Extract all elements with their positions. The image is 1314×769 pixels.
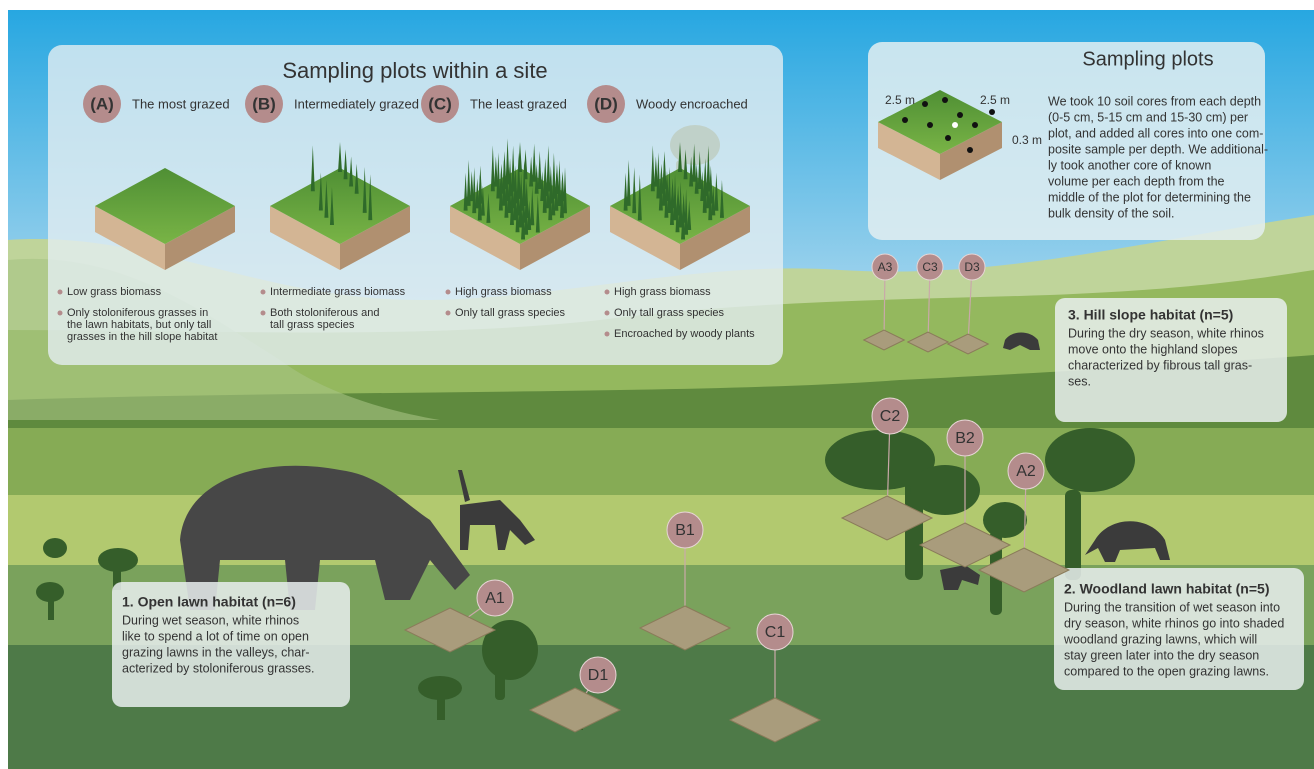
- description-line: like to spend a lot of time on open: [122, 629, 309, 643]
- plot-label: The most grazed: [132, 96, 230, 111]
- bullet: [261, 311, 266, 316]
- description-line: (0-5 cm, 5-15 cm and 15-30 cm) per: [1048, 110, 1248, 124]
- marker-label: D3: [964, 260, 980, 274]
- bullet: [605, 332, 610, 337]
- soil-core: [967, 147, 973, 153]
- dimension: 0.3 m: [1012, 133, 1042, 147]
- panel-title: Sampling plots within a site: [282, 58, 547, 83]
- note: Low grass biomass: [67, 286, 162, 298]
- description-line: dry season, white rhinos go into shaded: [1064, 616, 1284, 630]
- habitat-title: 3. Hill slope habitat (n=5): [1068, 307, 1233, 323]
- bullet: [446, 311, 451, 316]
- marker-label: A3: [878, 260, 893, 274]
- plot-label: The least grazed: [470, 96, 567, 111]
- marker-label: C2: [880, 408, 901, 425]
- marker-label: B1: [675, 522, 695, 539]
- soil-core: [945, 135, 951, 141]
- description-line: woodland grazing lawns, which will: [1063, 632, 1257, 646]
- letter: (D): [594, 94, 618, 113]
- note: the lawn habitats, but only tall: [67, 319, 211, 331]
- letter: (C): [428, 94, 452, 113]
- letter: (B): [252, 94, 276, 113]
- plot-label: Intermediately grazed: [294, 96, 419, 111]
- soil-core: [922, 101, 928, 107]
- note: Only tall grass species: [614, 307, 725, 319]
- marker-label: C1: [765, 624, 786, 641]
- bullet: [261, 290, 266, 295]
- infographic: Sampling plots within a site (A) The most …: [0, 0, 1314, 769]
- panel-title: Sampling plots: [1082, 48, 1213, 70]
- description-line: move onto the highland slopes: [1068, 342, 1238, 356]
- bullet: [58, 311, 63, 316]
- description-line: characterized by fibrous tall gras-: [1068, 358, 1252, 372]
- habitat-title: 2. Woodland lawn habitat (n=5): [1064, 581, 1269, 597]
- description-line: During the transition of wet season into: [1064, 600, 1280, 614]
- description-line: During wet season, white rhinos: [122, 613, 299, 627]
- note: grasses in the hill slope habitat: [67, 331, 217, 343]
- soil-core: [957, 112, 963, 118]
- description-line: posite sample per depth. We additional-: [1048, 142, 1268, 156]
- description-line: bulk density of the soil.: [1048, 206, 1174, 220]
- note: Both stoloniferous and: [270, 307, 379, 319]
- letter: (A): [90, 94, 114, 113]
- description-line: middle of the plot for determining the: [1048, 190, 1251, 204]
- description-line: compared to the open grazing lawns.: [1064, 664, 1269, 678]
- note: Only stoloniferous grasses in: [67, 307, 208, 319]
- description-line: volume per each depth from the: [1048, 174, 1225, 188]
- soil-core: [952, 122, 958, 128]
- note: Encroached by woody plants: [614, 328, 755, 340]
- note: Intermediate grass biomass: [270, 286, 406, 298]
- soil-core: [902, 117, 908, 123]
- note: tall grass species: [270, 319, 355, 331]
- marker-label: C3: [922, 260, 938, 274]
- description-line: ses.: [1068, 374, 1091, 388]
- marker-label: A1: [485, 590, 505, 607]
- note: Only tall grass species: [455, 307, 566, 319]
- description-line: grazing lawns in the valleys, char-: [122, 645, 310, 659]
- note: High grass biomass: [614, 286, 711, 298]
- description-line: During the dry season, white rhinos: [1068, 326, 1264, 340]
- dimension: 2.5 m: [885, 93, 915, 107]
- description-line: We took 10 soil cores from each depth: [1048, 94, 1261, 108]
- description-line: ly took another core of known: [1048, 158, 1211, 172]
- dimension: 2.5 m: [980, 93, 1010, 107]
- description-line: plot, and added all cores into one com-: [1048, 126, 1263, 140]
- bullet: [605, 290, 610, 295]
- description-line: stay green later into the dry season: [1064, 648, 1259, 662]
- bullet: [605, 311, 610, 316]
- soil-core: [972, 122, 978, 128]
- bullet: [446, 290, 451, 295]
- soil-core: [927, 122, 933, 128]
- bullet: [58, 290, 63, 295]
- habitat-title: 1. Open lawn habitat (n=6): [122, 594, 296, 610]
- marker-label: B2: [955, 430, 975, 447]
- plot-label: Woody encroached: [636, 96, 748, 111]
- description-line: acterized by stoloniferous grasses.: [122, 661, 314, 675]
- soil-core: [989, 109, 995, 115]
- page: Sampling plots within a site (A) The most …: [0, 0, 1314, 769]
- soil-core: [942, 97, 948, 103]
- note: High grass biomass: [455, 286, 552, 298]
- marker-label: D1: [588, 667, 609, 684]
- marker-label: A2: [1016, 463, 1036, 480]
